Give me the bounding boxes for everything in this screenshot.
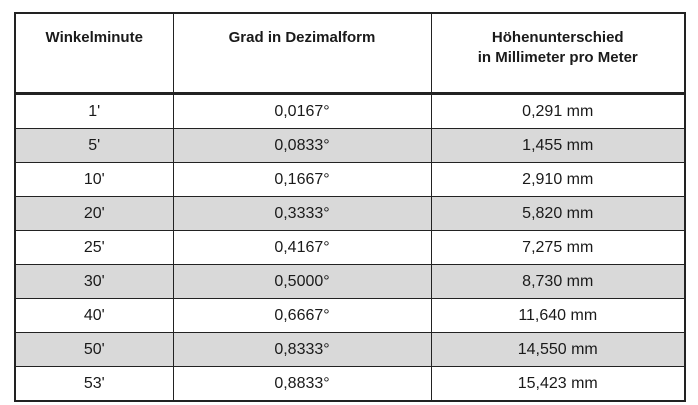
table-cell: 0,0167° <box>172 93 432 129</box>
table-cell: 0,5000° <box>172 264 432 299</box>
table-cell: 20' <box>14 196 174 231</box>
header-text: Winkelminute <box>45 29 143 46</box>
table-body: 1' 0,0167° 0,291 mm 5' 0,0833° 1,455 mm 10' 0,1… <box>14 93 686 402</box>
table-cell: 50' <box>14 332 174 367</box>
table-row: 53' 0,8833° 15,423 mm <box>14 366 686 402</box>
table-cell: 0,291 mm <box>430 93 686 129</box>
table-cell: 5' <box>14 128 174 163</box>
table-cell: 10' <box>14 162 174 197</box>
table-cell: 0,3333° <box>172 196 432 231</box>
table-row: 30' 0,5000° 8,730 mm <box>14 264 686 299</box>
table-row: 50' 0,8333° 14,550 mm <box>14 332 686 367</box>
header-cell: Winkelminute <box>14 13 174 95</box>
header-text: Grad in Dezimalform <box>228 29 376 46</box>
table-cell: 15,423 mm <box>430 366 686 402</box>
table-cell: 25' <box>14 230 174 265</box>
table-cell: 11,640 mm <box>430 298 686 333</box>
table-cell: 53' <box>14 366 174 402</box>
header-row: Winkelminute Grad in Dezimalform Höhenunte… <box>14 13 686 95</box>
table-cell: 2,910 mm <box>430 162 686 197</box>
table-cell: 5,820 mm <box>430 196 686 231</box>
table-row: 20' 0,3333° 5,820 mm <box>14 196 686 231</box>
table-cell: 0,8833° <box>172 366 432 402</box>
header-cell: Grad in Dezimalform <box>172 13 432 95</box>
table-cell: 30' <box>14 264 174 299</box>
table-cell: 1,455 mm <box>430 128 686 163</box>
table-cell: 7,275 mm <box>430 230 686 265</box>
table-cell: 14,550 mm <box>430 332 686 367</box>
table-cell: 8,730 mm <box>430 264 686 299</box>
table-row: 1' 0,0167° 0,291 mm <box>14 93 686 129</box>
table-cell: 0,6667° <box>172 298 432 333</box>
header-cell: Höhenunterschied in Millimeter pro Meter <box>430 13 686 95</box>
table-cell: 0,1667° <box>172 162 432 197</box>
table-cell: 1' <box>14 93 174 129</box>
data-table: Winkelminute Grad in Dezimalform Höhenunte… <box>14 12 686 402</box>
header-text: Höhenunterschied <box>491 29 624 46</box>
table-cell: 0,0833° <box>172 128 432 163</box>
table-row: 5' 0,0833° 1,455 mm <box>14 128 686 163</box>
table-cell: 0,4167° <box>172 230 432 265</box>
table-row: 10' 0,1667° 2,910 mm <box>14 162 686 197</box>
table-cell: 0,8333° <box>172 332 432 367</box>
table-row: 40' 0,6667° 11,640 mm <box>14 298 686 333</box>
table-cell: 40' <box>14 298 174 333</box>
table-row: 25' 0,4167° 7,275 mm <box>14 230 686 265</box>
header-text: in Millimeter pro Meter <box>477 49 638 66</box>
